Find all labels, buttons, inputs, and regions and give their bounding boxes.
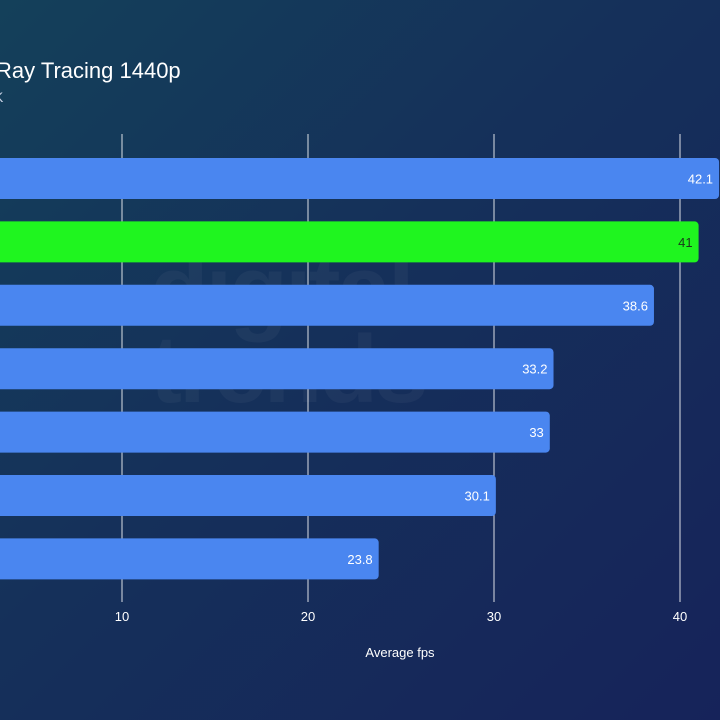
x-tick-label: 30 [487, 609, 501, 624]
chart-title: Ray Tracing 1440p [0, 58, 181, 83]
bar-value-label: 42.1 [688, 172, 713, 187]
bar [0, 158, 720, 199]
bar [0, 475, 496, 516]
bar-value-label: 30.1 [465, 489, 490, 504]
bar-value-label: 33 [529, 425, 543, 440]
x-tick-label: 20 [301, 609, 315, 624]
bar-value-label: 41 [678, 235, 692, 250]
x-axis-label: Average fps [365, 645, 435, 660]
bar [0, 538, 379, 580]
bar [0, 221, 699, 263]
x-tick-label: 10 [115, 609, 129, 624]
chart-subtitle: K [0, 89, 3, 105]
bar-value-label: 38.6 [623, 298, 648, 313]
bar-value-label: 33.2 [522, 362, 547, 377]
bar [0, 348, 554, 390]
bar-value-label: 23.8 [347, 552, 372, 567]
bar [0, 411, 550, 453]
bar [0, 284, 654, 326]
x-tick-label: 40 [673, 609, 687, 624]
